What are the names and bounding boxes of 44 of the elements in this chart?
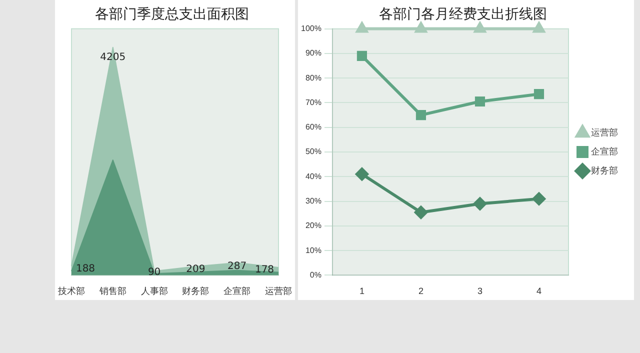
- point: [416, 110, 426, 120]
- x-tick-label: 3: [477, 286, 482, 296]
- y-tick-label: 70%: [305, 98, 322, 107]
- y-tick-label: 30%: [305, 196, 322, 206]
- y-tick-label: 20%: [305, 221, 322, 230]
- y-tick-label: 100%: [300, 24, 322, 34]
- point: [474, 22, 486, 33]
- x-tick-label: 财务部: [182, 286, 210, 296]
- data-label: 4205: [100, 52, 126, 64]
- x-tick-label: 运营部: [265, 286, 292, 296]
- point: [533, 22, 545, 33]
- legend-label: 企宣部: [591, 146, 618, 156]
- y-tick-label: 10%: [305, 246, 322, 255]
- y-tick-label: 50%: [305, 147, 322, 156]
- data-label: 287: [228, 261, 247, 272]
- y-tick-label: 60%: [305, 122, 322, 132]
- point: [414, 206, 428, 219]
- y-tick-label: 0%: [310, 270, 322, 280]
- data-label: 90: [148, 266, 161, 278]
- x-tick-label: 技术部: [57, 286, 85, 296]
- point: [474, 96, 486, 107]
- x-tick-label: 1: [359, 286, 364, 296]
- point: [356, 50, 367, 61]
- x-tick-label: 4: [536, 286, 542, 296]
- chart-title: 各部门季度总支出面积图: [95, 5, 249, 22]
- y-tick-label: 90%: [305, 48, 322, 58]
- chart-title: 各部门各月经费支出折线图: [379, 5, 547, 22]
- data-label: 178: [254, 264, 274, 276]
- data-label: 188: [76, 263, 96, 274]
- data-label: 209: [186, 264, 206, 275]
- point: [532, 192, 546, 206]
- point: [534, 89, 544, 100]
- x-tick-label: 企宣部: [224, 286, 251, 296]
- point: [355, 168, 368, 181]
- legend-label: 运营部: [591, 127, 618, 138]
- legend-label: 财务部: [591, 165, 618, 176]
- y-tick-label: 80%: [305, 73, 322, 82]
- point: [473, 197, 486, 210]
- point: [415, 22, 427, 33]
- x-tick-label: 2: [418, 286, 424, 296]
- x-tick-label: 销售部: [98, 286, 126, 296]
- y-tick-label: 40%: [305, 172, 322, 181]
- point: [356, 22, 368, 33]
- x-tick-label: 人事部: [140, 286, 168, 296]
